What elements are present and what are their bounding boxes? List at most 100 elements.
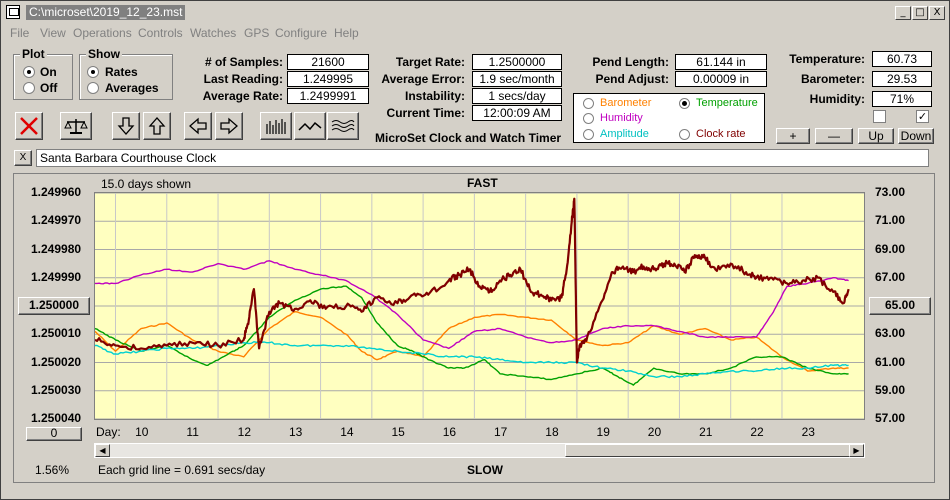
center-rate-button[interactable]: 1.250000 <box>18 297 90 315</box>
x-tick-label: 20 <box>647 425 662 439</box>
arrow-down-button[interactable] <box>112 112 140 140</box>
balance-button[interactable] <box>60 112 92 140</box>
down-button[interactable]: Down <box>898 128 934 144</box>
y-right-tick-label: 69.00 <box>875 241 906 256</box>
barometer-value: 29.53 <box>872 71 932 87</box>
series-line-barometer <box>95 311 849 372</box>
plot-off-label: Off <box>40 81 58 95</box>
clear-data-button[interactable] <box>15 112 43 140</box>
humidity-value: 71% <box>872 91 932 107</box>
x-tick-label: 22 <box>750 425 764 439</box>
minus-button[interactable]: — <box>815 128 853 144</box>
plot-off-radio[interactable] <box>23 82 35 94</box>
average-rate-label: Average Rate: <box>202 89 283 103</box>
line-view-button[interactable] <box>294 112 326 140</box>
show-group-title: Show <box>86 47 122 61</box>
last-reading-label: Last Reading: <box>203 72 283 86</box>
menu-configure[interactable]: Configure <box>275 26 328 40</box>
center-temp-button[interactable]: 65.00 <box>869 297 931 315</box>
close-button[interactable]: X <box>929 6 945 20</box>
menu-file[interactable]: File <box>10 26 30 40</box>
sensor-temperature-radio[interactable] <box>679 98 690 109</box>
x-tick-label: 21 <box>699 425 713 439</box>
y-right-tick-label: 71.00 <box>875 213 906 228</box>
pend-adjust-value[interactable]: 0.00009 in <box>675 71 767 87</box>
average-error-value: 1.9 sec/month <box>472 71 562 87</box>
sensor-humidity-label: Humidity <box>600 112 643 124</box>
sensor-selector: Barometer Temperature Humidity Amplitude… <box>573 93 765 143</box>
arrow-left-icon <box>189 117 207 135</box>
y-right-tick-label: 67.00 <box>875 269 906 284</box>
scroll-thumb[interactable] <box>565 444 851 457</box>
clock-name-field[interactable]: Santa Barbara Courthouse Clock <box>36 149 929 167</box>
arrow-left-button[interactable] <box>184 112 212 140</box>
temperature-value: 60.73 <box>872 51 932 67</box>
plot-on-radio[interactable] <box>23 66 35 78</box>
menu-controls[interactable]: Controls <box>138 26 183 40</box>
menu-operations[interactable]: Operations <box>73 26 132 40</box>
samples-label: # of Samples: <box>204 55 283 69</box>
noise-view-button[interactable] <box>327 112 359 140</box>
wave-icon <box>298 121 322 131</box>
x-tick-label: 10 <box>135 425 149 439</box>
humidity-label: Humidity: <box>809 92 865 106</box>
time-scrollbar[interactable]: ◀ ▶ <box>94 443 865 458</box>
zoom-label: 1.56% <box>35 463 70 477</box>
sensor-barometer-label: Barometer <box>600 97 652 109</box>
show-group: Show <box>79 47 173 100</box>
minimize-button[interactable]: _ <box>895 6 911 20</box>
y-right-tick-label: 63.00 <box>875 326 906 341</box>
y-right-tick-label: 57.00 <box>875 411 906 425</box>
arrow-up-button[interactable] <box>143 112 171 140</box>
y-right-tick-label: 73.00 <box>875 185 906 199</box>
chart-frame <box>13 173 935 483</box>
x-tick-label: 23 <box>801 425 815 439</box>
menu-bar: File View Operations Controls Watches GP… <box>2 24 948 43</box>
series-line-clock-rate <box>95 197 850 364</box>
menu-help[interactable]: Help <box>334 26 359 40</box>
y-right-tick-label: 61.00 <box>875 354 906 369</box>
current-time-value: 12:00:09 AM <box>472 105 562 121</box>
arrow-right-button[interactable] <box>215 112 243 140</box>
plot-on-label: On <box>40 65 57 79</box>
sensor-barometer-radio[interactable] <box>583 98 594 109</box>
clear-name-button[interactable]: X <box>14 150 32 166</box>
option-checkbox-1[interactable] <box>873 110 886 123</box>
y-left-tick-label: 1.250010 <box>31 326 82 341</box>
scroll-left-arrow[interactable]: ◀ <box>95 444 110 457</box>
series-line-amplitude <box>95 341 849 379</box>
y-left-tick-label: 1.250040 <box>31 411 82 425</box>
menu-watches[interactable]: Watches <box>190 26 237 40</box>
offset-button[interactable]: 0 <box>26 427 82 441</box>
sensor-humidity-radio[interactable] <box>583 113 594 124</box>
option-checkbox-2[interactable]: ✓ <box>916 110 929 123</box>
current-time-label: Current Time: <box>386 106 465 120</box>
pend-adjust-label: Pend Adjust: <box>595 72 669 86</box>
instability-value: 1 secs/day <box>472 88 562 104</box>
scroll-right-arrow[interactable]: ▶ <box>849 444 864 457</box>
show-averages-radio[interactable] <box>87 82 99 94</box>
x-tick-label: 14 <box>340 425 354 439</box>
multi-wave-icon <box>331 120 355 132</box>
x-axis-title: Day: <box>96 425 121 439</box>
last-reading-value: 1.249995 <box>287 71 369 87</box>
x-tick-label: 19 <box>596 425 610 439</box>
sensor-clock-rate-radio[interactable] <box>679 129 690 140</box>
show-rates-radio[interactable] <box>87 66 99 78</box>
sensor-temperature-label: Temperature <box>696 97 758 109</box>
bar-view-button[interactable] <box>260 112 292 140</box>
barometer-label: Barometer: <box>800 72 865 86</box>
up-button[interactable]: Up <box>858 128 894 144</box>
plus-button[interactable]: + <box>776 128 810 144</box>
target-rate-value[interactable]: 1.2500000 <box>472 54 562 70</box>
plot-area <box>94 192 865 420</box>
maximize-button[interactable]: □ <box>912 6 928 20</box>
menu-gps[interactable]: GPS <box>244 26 270 40</box>
title-bar[interactable]: C:\microset\2019_12_23.mst _ □ X <box>2 2 948 23</box>
sensor-amplitude-radio[interactable] <box>583 129 594 140</box>
sensor-clock-rate-label: Clock rate <box>696 128 746 140</box>
app-icon <box>6 5 20 19</box>
menu-view[interactable]: View <box>40 26 66 40</box>
x-tick-label: 16 <box>442 425 457 439</box>
